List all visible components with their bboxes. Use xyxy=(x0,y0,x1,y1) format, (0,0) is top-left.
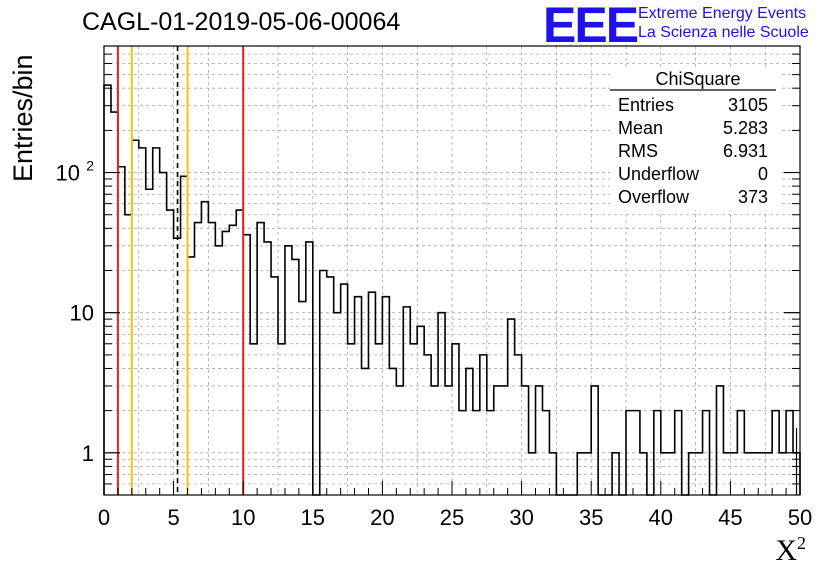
y-tick-label: 10 xyxy=(56,161,80,186)
x-tick-label: 30 xyxy=(509,505,533,530)
x-tick-label: 45 xyxy=(718,505,742,530)
logo-line-1: Extreme Energy Events xyxy=(638,5,807,22)
chart-title: CAGL-01-2019-05-06-00064 xyxy=(82,8,401,36)
stats-value: 0 xyxy=(758,164,768,184)
x-tick-label: 40 xyxy=(649,505,673,530)
stats-value: 6.931 xyxy=(723,141,768,161)
x-tick-label: 5 xyxy=(167,505,179,530)
stats-box-background xyxy=(610,68,780,210)
stats-label: Entries xyxy=(618,95,674,115)
logo-line-2: La Scienza nelle Scuole xyxy=(638,24,809,41)
stats-label: Underflow xyxy=(618,164,700,184)
x-tick-label: 15 xyxy=(301,505,325,530)
x-tick-label: 35 xyxy=(579,505,603,530)
stats-value: 373 xyxy=(738,187,768,207)
x-tick-label: 0 xyxy=(98,505,110,530)
reference-lines xyxy=(116,46,245,495)
eee-logo: EEE xyxy=(543,0,639,53)
stats-value: 3105 xyxy=(728,95,768,115)
x-tick-label: 20 xyxy=(370,505,394,530)
y-tick-label-exponent: 2 xyxy=(86,158,94,174)
x-axis-label-superscript: 2 xyxy=(797,533,806,553)
x-axis-label: X2 xyxy=(775,533,806,568)
stats-box: ChiSquare Entries 3105 Mean 5.283 RMS 6.931 Und… xyxy=(610,68,780,210)
stats-label: Mean xyxy=(618,118,663,138)
y-axis-label: Entries/bin xyxy=(8,54,38,182)
y-tick-label: 1 xyxy=(82,441,94,466)
x-tick-label: 25 xyxy=(440,505,464,530)
stats-label: Overflow xyxy=(618,187,690,207)
x-axis-label-text: X xyxy=(775,534,797,567)
x-tick-label: 10 xyxy=(231,505,255,530)
stats-label: RMS xyxy=(618,141,658,161)
axis-ticks: 0 5 10 15 20 25 30 35 40 45 50 1 10 10 2 xyxy=(56,53,812,530)
x-tick-label: 50 xyxy=(788,505,812,530)
stats-value: 5.283 xyxy=(723,118,768,138)
y-tick-label: 10 xyxy=(70,301,94,326)
histogram-outline xyxy=(103,84,801,496)
stats-box-title: ChiSquare xyxy=(655,69,740,89)
